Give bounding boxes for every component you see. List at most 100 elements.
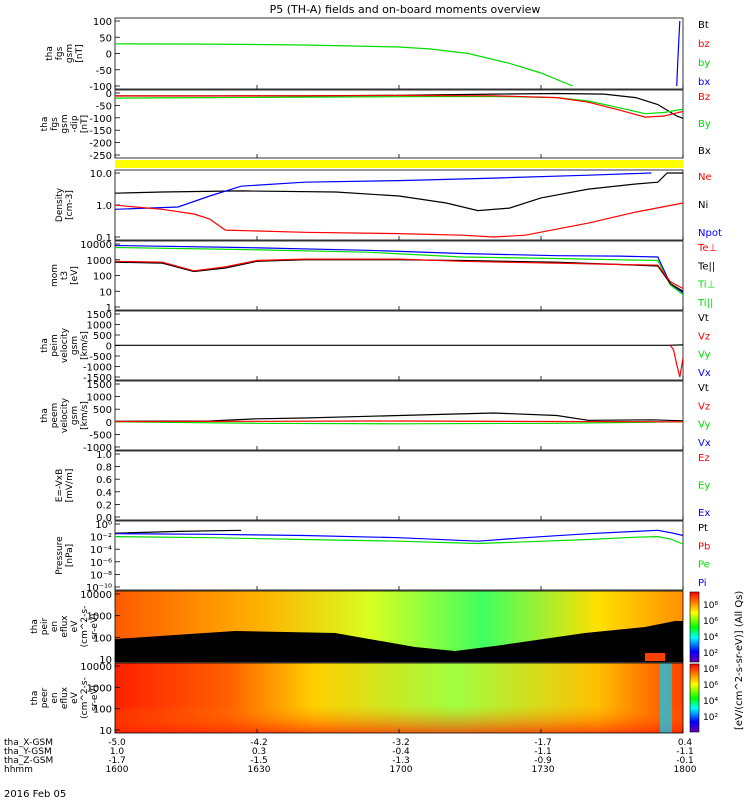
panel-p9: 10⁰10⁻²10⁻⁴10⁻⁶10⁻⁸10⁻¹⁰Pressure[nPa]PtP… <box>55 520 710 594</box>
colorbar-tick: 10⁸ <box>703 601 718 611</box>
y-axis-label: eflux <box>60 615 70 638</box>
colorbar-tick: 10⁶ <box>703 681 718 691</box>
y-tick-label: 10000 <box>80 590 112 601</box>
y-tick-label: 1500 <box>87 380 112 391</box>
ephemeris-value: 1700 <box>390 765 413 775</box>
y-tick-label: 0 <box>106 342 112 353</box>
series-line-p5-3 <box>115 259 683 288</box>
y-axis-label: peer <box>40 687 50 708</box>
legend-entry: Vy <box>698 350 711 361</box>
y-axis-label: tha <box>45 46 55 61</box>
y-tick-label: 10⁰ <box>95 520 112 531</box>
y-axis-label: Pressure <box>55 536 65 575</box>
y-axis-label: [mV/m] <box>65 469 75 503</box>
y-axis-label: mom <box>50 264 60 287</box>
y-tick-label: 100 <box>93 272 112 283</box>
y-axis-label: sr-eV) <box>90 685 100 711</box>
date-label: 2016 Feb 05 <box>4 789 66 800</box>
legend-entry: Bz <box>698 92 710 103</box>
colorbar-tick: 10² <box>703 649 718 659</box>
legend-entry: bz <box>698 39 710 50</box>
legend-entry: Ni <box>698 200 708 211</box>
colorbar-tick: 10⁴ <box>703 633 718 643</box>
y-tick-label: 0.8 <box>96 463 112 474</box>
y-axis-label: [nT] <box>75 44 85 62</box>
colorbar-tick: 10⁶ <box>703 617 718 627</box>
y-axis-label: en <box>50 692 60 703</box>
legend-entry: Pb <box>698 541 710 552</box>
y-tick-label: -500 <box>89 352 112 363</box>
y-axis-label: eflux <box>60 686 70 709</box>
colorbar-tick: 10² <box>703 713 718 723</box>
legend-entry: Ey <box>698 481 710 492</box>
colorbar-label: [eV/(cm^2-s-sr-eV)] (All Qs) <box>734 591 745 730</box>
y-tick-label: 0.6 <box>96 475 112 486</box>
y-axis-label: [nPa] <box>65 544 75 567</box>
ephemeris-value: 1630 <box>248 765 271 775</box>
y-axis-label: peir <box>40 617 50 635</box>
y-tick-label: 1000 <box>87 393 112 404</box>
y-tick-label: -150 <box>89 126 112 137</box>
legend-entry: By <box>698 119 711 130</box>
colorbar-1 <box>690 592 699 662</box>
panel-frame <box>115 451 683 520</box>
y-tick-label: 10 <box>99 726 112 737</box>
series-line-p7-0 <box>115 413 683 421</box>
y-axis-label: [km/s] <box>80 331 90 360</box>
y-tick-label: 0 <box>106 418 112 429</box>
y-tick-label: 10 <box>99 287 112 298</box>
y-tick-label: -1000 <box>83 363 112 374</box>
y-axis-label: -dip <box>70 115 80 132</box>
y-axis-label: sr-eV) <box>90 613 100 639</box>
y-tick-label: 10.0 <box>90 169 112 180</box>
y-tick-label: 500 <box>93 331 112 342</box>
colorbar-2 <box>690 664 699 732</box>
legend-entry: Bt <box>698 20 709 31</box>
y-axis-label: eV <box>70 691 80 704</box>
panel-frame <box>115 90 683 158</box>
y-tick-label: -50 <box>96 66 112 77</box>
y-axis-label: tha <box>40 408 50 423</box>
legend-entry: Pi <box>698 578 707 589</box>
legend-entry: Vx <box>698 438 711 449</box>
y-axis-label: tha <box>30 691 40 706</box>
legend-entry: Npot <box>698 228 722 239</box>
y-axis-label: (cm^2-s- <box>80 606 90 648</box>
y-axis-label: gsm <box>60 114 70 133</box>
series-line-p1-1 <box>677 21 680 86</box>
series-line-p2-2 <box>115 96 683 118</box>
quality-flag-bar <box>115 160 683 168</box>
legend-entry: Vz <box>698 331 710 342</box>
legend-entry: Vy <box>698 420 711 431</box>
y-tick-label: -250 <box>89 151 112 162</box>
y-axis-label: gsm <box>65 44 75 63</box>
y-axis-label: peem <box>50 403 60 429</box>
y-tick-label: 1.0 <box>96 450 112 461</box>
y-tick-label: 1.0 <box>96 201 112 212</box>
y-axis-label: [nT] <box>80 115 90 133</box>
y-axis-label: [eV] <box>70 266 80 285</box>
panel-frame <box>115 18 683 89</box>
legend-entry: bx <box>698 77 710 88</box>
y-tick-label: 1000 <box>87 256 112 267</box>
legend-entry: Pt <box>698 523 708 534</box>
legend-entry: by <box>698 58 710 69</box>
series-line-p4-0 <box>115 173 683 211</box>
y-tick-label: 10000 <box>80 240 112 251</box>
y-axis-label: gsm <box>70 406 80 425</box>
legend-entry: Vz <box>698 401 710 412</box>
legend-entry: Ne <box>698 172 712 183</box>
y-axis-label: gsm <box>70 336 80 355</box>
series-line-p6-1 <box>670 346 683 378</box>
legend-entry: Te⊥ <box>697 243 717 254</box>
y-axis-label: velocity <box>60 327 70 363</box>
y-tick-label: 0.2 <box>96 500 112 511</box>
y-axis-label: (cm^2-s- <box>80 677 90 719</box>
